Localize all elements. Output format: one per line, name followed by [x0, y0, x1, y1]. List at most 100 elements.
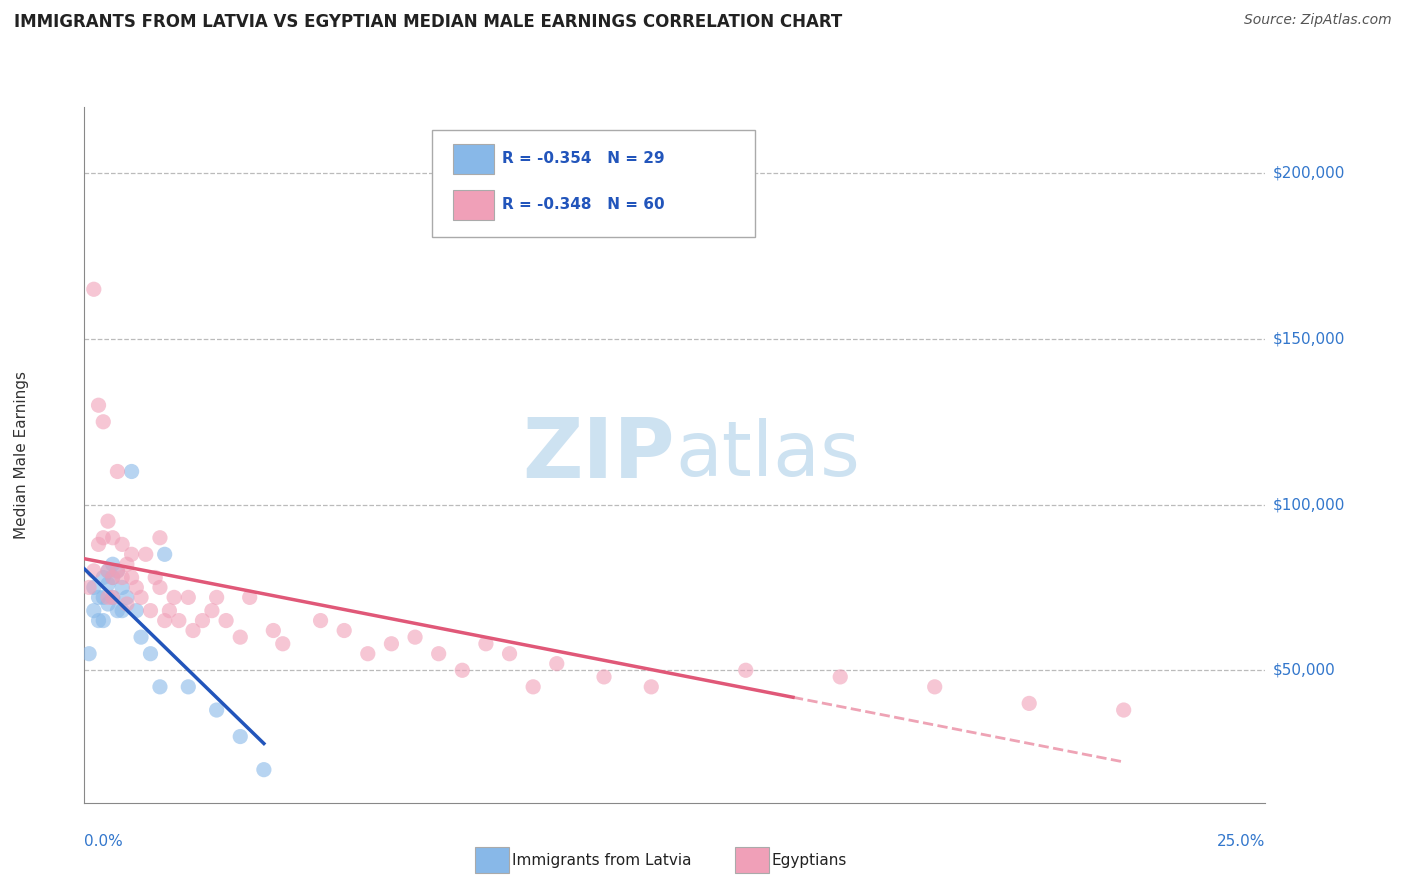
Point	[498, 647, 520, 661]
Point	[830, 670, 852, 684]
Point	[181, 624, 204, 638]
Point	[129, 591, 152, 605]
Point	[177, 680, 200, 694]
Point	[91, 614, 114, 628]
Point	[97, 564, 120, 578]
Point	[111, 581, 134, 595]
Point	[97, 591, 120, 605]
Point	[1018, 697, 1040, 711]
Point	[91, 531, 114, 545]
Text: 25.0%: 25.0%	[1218, 834, 1265, 849]
Point	[107, 604, 129, 618]
Point	[167, 614, 190, 628]
Point	[83, 581, 105, 595]
Point	[87, 398, 110, 412]
Point	[333, 624, 356, 638]
Point	[451, 663, 474, 677]
Point	[475, 637, 498, 651]
Point	[309, 614, 332, 628]
Point	[135, 547, 157, 561]
Point	[91, 570, 114, 584]
Point	[83, 604, 105, 618]
Point	[111, 604, 134, 618]
Point	[191, 614, 214, 628]
Point	[522, 680, 544, 694]
Text: $100,000: $100,000	[1272, 497, 1344, 512]
Point	[640, 680, 662, 694]
Text: Egyptians: Egyptians	[772, 854, 848, 868]
Point	[239, 591, 262, 605]
Point	[97, 577, 120, 591]
Point	[262, 624, 284, 638]
Text: R = -0.348   N = 60: R = -0.348 N = 60	[502, 197, 665, 212]
Point	[91, 591, 114, 605]
Point	[163, 591, 186, 605]
Text: Source: ZipAtlas.com: Source: ZipAtlas.com	[1244, 13, 1392, 28]
Point	[97, 564, 120, 578]
Point	[201, 604, 224, 618]
Point	[380, 637, 402, 651]
Point	[77, 581, 100, 595]
Point	[139, 647, 162, 661]
Text: Immigrants from Latvia: Immigrants from Latvia	[512, 854, 692, 868]
Point	[101, 558, 124, 572]
Text: 0.0%: 0.0%	[84, 834, 124, 849]
Point	[139, 604, 162, 618]
Point	[77, 647, 100, 661]
Point	[101, 570, 124, 584]
Point	[546, 657, 568, 671]
Text: Median Male Earnings: Median Male Earnings	[14, 371, 28, 539]
Point	[87, 591, 110, 605]
Point	[357, 647, 380, 661]
Point	[153, 547, 176, 561]
Point	[229, 730, 252, 744]
Point	[97, 514, 120, 528]
Point	[205, 703, 228, 717]
Point	[253, 763, 276, 777]
Point	[115, 591, 138, 605]
Point	[101, 591, 124, 605]
Point	[91, 415, 114, 429]
Point	[107, 465, 129, 479]
Point	[1112, 703, 1135, 717]
Point	[97, 597, 120, 611]
Point	[121, 465, 143, 479]
Point	[143, 570, 166, 584]
Point	[115, 558, 138, 572]
Point	[111, 570, 134, 584]
Point	[205, 591, 228, 605]
Point	[157, 604, 180, 618]
Point	[129, 630, 152, 644]
Text: $200,000: $200,000	[1272, 166, 1344, 181]
Point	[111, 537, 134, 551]
Text: $50,000: $50,000	[1272, 663, 1336, 678]
Point	[215, 614, 238, 628]
Point	[121, 547, 143, 561]
Point	[101, 570, 124, 584]
Text: IMMIGRANTS FROM LATVIA VS EGYPTIAN MEDIAN MALE EARNINGS CORRELATION CHART: IMMIGRANTS FROM LATVIA VS EGYPTIAN MEDIA…	[14, 13, 842, 31]
Point	[107, 564, 129, 578]
Point	[125, 581, 148, 595]
Text: atlas: atlas	[675, 418, 859, 491]
Point	[83, 564, 105, 578]
Point	[427, 647, 450, 661]
Point	[593, 670, 616, 684]
Text: R = -0.354   N = 29: R = -0.354 N = 29	[502, 151, 665, 166]
Point	[125, 604, 148, 618]
Point	[229, 630, 252, 644]
Point	[101, 591, 124, 605]
Point	[271, 637, 294, 651]
Point	[924, 680, 946, 694]
Point	[83, 282, 105, 296]
Point	[149, 680, 172, 694]
Point	[177, 591, 200, 605]
Point	[115, 597, 138, 611]
Text: ZIP: ZIP	[523, 415, 675, 495]
Point	[734, 663, 756, 677]
Point	[87, 614, 110, 628]
Point	[87, 537, 110, 551]
Point	[153, 614, 176, 628]
Point	[149, 531, 172, 545]
Point	[404, 630, 426, 644]
Point	[121, 570, 143, 584]
